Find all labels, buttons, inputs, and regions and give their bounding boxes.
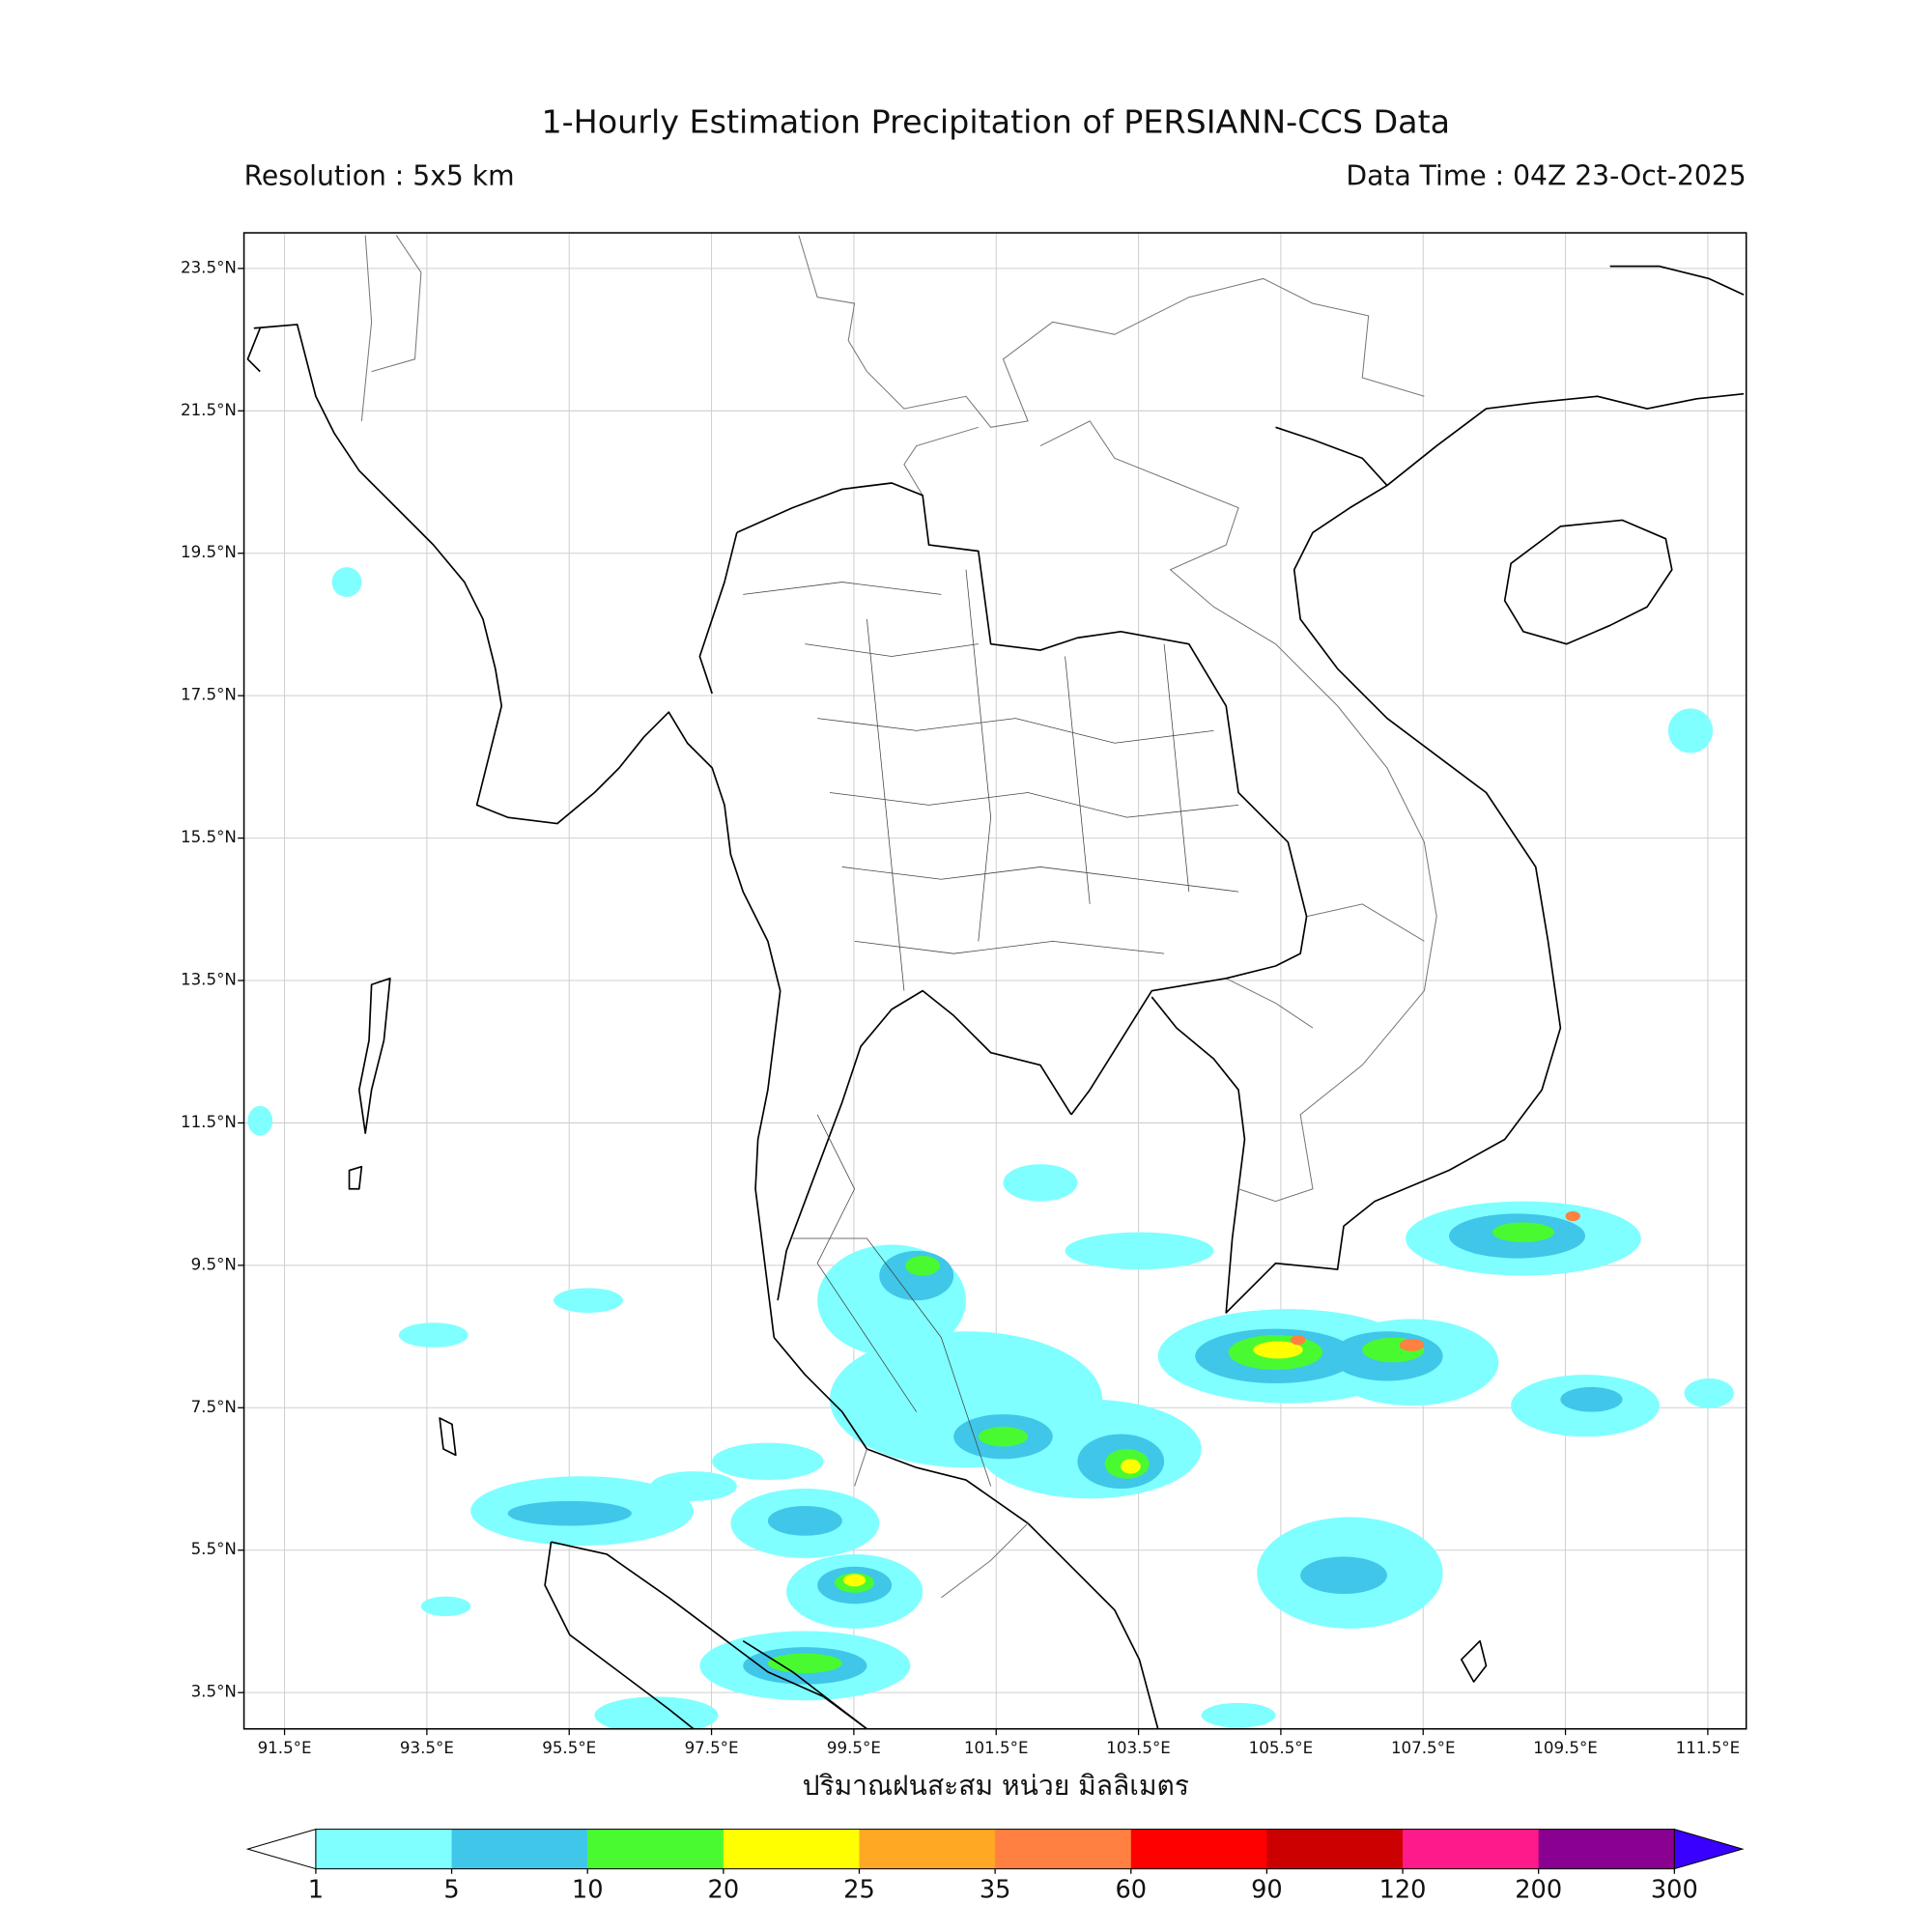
colorbar-label: 25: [843, 1876, 875, 1905]
subtitle-right: Data Time : 04Z 23-Oct-2025: [1346, 159, 1746, 191]
colorbar-label: 60: [1115, 1876, 1147, 1905]
colorbar-label: 200: [1515, 1876, 1562, 1905]
x-tick-label: 111.5°E: [1676, 1739, 1741, 1757]
colorbar: 1 5 10 20 25 35 60 90 120 200 300: [245, 1828, 1745, 1905]
x-tick-label: 93.5°E: [400, 1739, 454, 1757]
colorbar-label: 120: [1379, 1876, 1427, 1905]
colorbar-segment: [587, 1829, 724, 1869]
x-tick-label: 101.5°E: [964, 1739, 1029, 1757]
colorbar-segment: [315, 1829, 453, 1869]
subtitle-left: Resolution : 5x5 km: [244, 159, 515, 191]
colorbar-segment: [451, 1829, 588, 1869]
y-tick-label: 3.5°N: [191, 1683, 237, 1701]
y-tick-label: 19.5°N: [181, 543, 237, 561]
x-tick-label: 105.5°E: [1249, 1739, 1314, 1757]
colorbar-label: 1: [308, 1876, 324, 1905]
thailand: [698, 482, 1308, 1487]
x-tick-label: 103.5°E: [1106, 1739, 1171, 1757]
x-tick-label: 109.5°E: [1533, 1739, 1598, 1757]
colorbar-label: 90: [1251, 1876, 1283, 1905]
y-tick-label: 23.5°N: [181, 258, 237, 276]
x-tick-label: 91.5°E: [258, 1739, 312, 1757]
colorbar-label: 300: [1651, 1876, 1698, 1905]
rain-areas: [247, 567, 1734, 1729]
colorbar-segment: [995, 1829, 1132, 1869]
y-tick-label: 13.5°N: [181, 971, 237, 989]
colorbar-label: 35: [980, 1876, 1011, 1905]
y-tick-label: 21.5°N: [181, 401, 237, 419]
x-tick-label: 107.5°E: [1391, 1739, 1456, 1757]
colorbar-under: [245, 1828, 317, 1870]
grid: [243, 233, 1747, 1729]
x-tick-label: 99.5°E: [827, 1739, 881, 1757]
colorbar-segment: [859, 1829, 996, 1869]
colorbar-segment: [1130, 1829, 1268, 1869]
x-tick-label: 97.5°E: [685, 1739, 739, 1757]
y-tick-label: 5.5°N: [191, 1540, 237, 1558]
map-layer: [246, 235, 1745, 1729]
title: 1-Hourly Estimation Precipitation of PER…: [541, 103, 1450, 141]
coastlines: [246, 265, 1745, 1729]
borders: [360, 235, 1437, 1599]
colorbar-segment: [1403, 1829, 1540, 1869]
colorbar-segment: [1266, 1829, 1404, 1869]
y-tick-label: 9.5°N: [191, 1255, 237, 1273]
colorbar-segment: [723, 1829, 861, 1869]
colorbar-label: 5: [443, 1876, 459, 1905]
ticks: 91.5°E 93.5°E 95.5°E 97.5°E 99.5°E 101.5°E 103…: [181, 258, 1740, 1756]
colorbar-label: 20: [708, 1876, 740, 1905]
colorbar-over: [1673, 1828, 1745, 1870]
y-tick-label: 11.5°N: [181, 1113, 237, 1131]
x-tick-label: 95.5°E: [542, 1739, 596, 1757]
x-axis-label: ปริมาณฝนสะสม หน่วย มิลลิเมตร: [803, 1770, 1189, 1802]
colorbar-label: 10: [572, 1876, 604, 1905]
y-tick-label: 7.5°N: [191, 1398, 237, 1416]
y-tick-label: 17.5°N: [181, 686, 237, 704]
colorbar-segment: [1538, 1829, 1675, 1869]
y-tick-label: 15.5°N: [181, 828, 237, 846]
